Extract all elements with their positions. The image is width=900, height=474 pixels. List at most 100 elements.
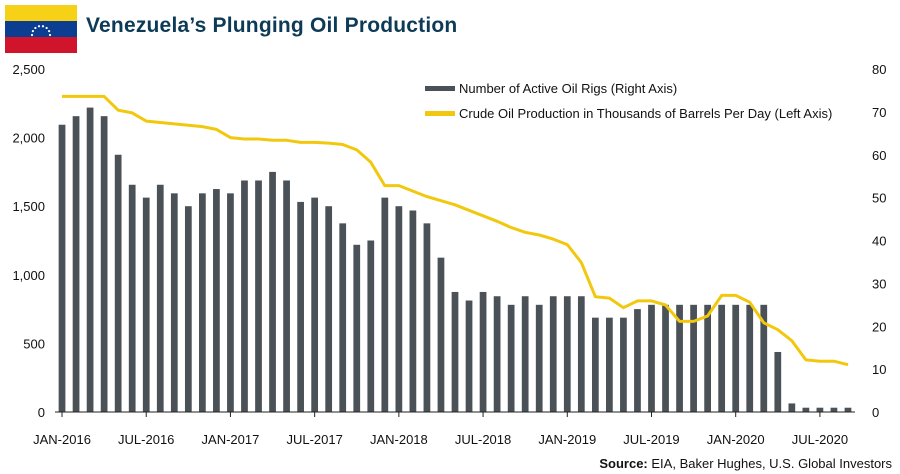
rig-bar	[535, 304, 543, 412]
rig-bar	[100, 116, 108, 412]
rig-bar	[199, 193, 206, 412]
rig-bar	[746, 304, 754, 412]
rig-bar	[760, 304, 768, 412]
rig-bar	[662, 304, 669, 412]
right-tick-label: 50	[872, 191, 886, 206]
rig-bar	[676, 304, 683, 412]
flag-star	[30, 33, 34, 37]
flag-stars-icon	[30, 25, 52, 37]
rig-bar	[816, 407, 824, 412]
right-tick-label: 40	[872, 234, 886, 249]
legend-swatch-rigs	[425, 86, 455, 91]
chart-title: Venezuela’s Plunging Oil Production	[86, 14, 458, 37]
x-tick-label: JAN-2019	[538, 432, 596, 447]
rig-bar	[241, 180, 248, 412]
rig-bar	[704, 304, 711, 412]
rig-bar	[844, 407, 852, 412]
left-tick-label: 1,000	[12, 268, 45, 283]
rig-bar	[493, 296, 501, 412]
source-note: Source: EIA, Baker Hughes, U.S. Global I…	[599, 456, 892, 471]
rig-bar	[311, 197, 319, 412]
flag-star	[31, 29, 34, 33]
right-tick-label: 80	[872, 62, 886, 77]
rig-bar	[465, 300, 473, 412]
flag-band-yellow	[5, 5, 77, 21]
rig-bar	[563, 296, 571, 412]
rig-bar	[213, 189, 220, 412]
rig-bar	[479, 291, 487, 412]
rig-bar	[521, 296, 529, 412]
left-axis: 0 500 1,000 1,500 2,000 2,500	[12, 62, 45, 420]
flag-star	[45, 26, 48, 30]
left-tick-label: 1,500	[12, 199, 45, 214]
x-tick-label: JUL-2017	[286, 432, 342, 447]
rig-bar	[451, 291, 459, 412]
rig-bar	[367, 240, 375, 412]
rig-bars	[58, 107, 852, 413]
left-tick-label: 2,000	[12, 131, 45, 146]
flag-star	[37, 25, 41, 28]
rig-bar	[269, 171, 276, 412]
x-tick-label: JUL-2020	[792, 432, 848, 447]
right-tick-label: 70	[872, 105, 886, 120]
rig-bar	[86, 107, 94, 413]
left-tick-label: 2,500	[12, 62, 45, 77]
rig-bar	[114, 154, 122, 412]
venezuela-flag	[5, 5, 77, 53]
production-line	[62, 94, 849, 367]
rig-bar	[606, 317, 613, 412]
rig-bar	[170, 193, 178, 412]
legend-label-production: Crude Oil Production in Thousands of Bar…	[459, 106, 832, 121]
x-tick-label: JAN-2018	[370, 432, 428, 447]
right-tick-label: 60	[872, 148, 886, 163]
x-tick-label: JAN-2017	[202, 432, 260, 447]
x-tick-label: JAN-2020	[707, 432, 765, 447]
legend-swatch-production	[425, 111, 455, 116]
rig-bar	[184, 206, 192, 412]
x-axis: JAN-2016 JUL-2016 JAN-2017 JUL-2017 JAN-2018…	[33, 412, 848, 447]
source-text: EIA, Baker Hughes, U.S. Global Investors	[651, 456, 892, 471]
flag-band-red	[5, 37, 77, 53]
rig-bar	[325, 206, 333, 412]
rig-bar	[634, 309, 641, 412]
x-tick-label: JAN-2016	[33, 432, 91, 447]
x-tick-label: JUL-2016	[118, 432, 174, 447]
source-label: Source:	[599, 456, 648, 471]
right-tick-label: 0	[872, 405, 879, 420]
rig-bar	[58, 124, 66, 413]
rig-bar	[788, 403, 796, 412]
rig-bar	[648, 304, 655, 412]
rig-bar	[395, 206, 403, 412]
rig-bar	[802, 407, 810, 412]
rig-bar	[732, 304, 740, 412]
rig-bar	[549, 296, 557, 412]
rig-bar	[423, 223, 431, 412]
rig-bar	[128, 184, 136, 412]
rig-bar	[690, 304, 697, 412]
legend-label-rigs: Number of Active Oil Rigs (Right Axis)	[459, 81, 677, 96]
flag-star	[48, 33, 52, 37]
rig-bar	[353, 244, 361, 412]
rig-bar	[830, 407, 838, 412]
rig-bar	[409, 210, 417, 412]
rig-bar	[255, 180, 262, 412]
flag-star	[41, 25, 45, 28]
rig-bar	[437, 257, 445, 412]
rig-bar	[283, 180, 290, 412]
rig-bar	[577, 296, 585, 412]
rig-bar	[774, 351, 782, 412]
right-tick-label: 10	[872, 362, 886, 377]
rig-bar	[620, 317, 627, 412]
rig-bar	[297, 201, 304, 412]
rig-bar	[72, 116, 80, 412]
x-tick-label: JUL-2019	[623, 432, 679, 447]
rig-bar	[507, 304, 515, 412]
right-axis: 0 10 20 30 40 50 60 70 80	[872, 62, 886, 420]
rig-bar	[227, 193, 234, 412]
rig-bar	[156, 184, 164, 412]
left-tick-label: 500	[23, 336, 45, 351]
flag-star	[34, 26, 37, 30]
rig-bar	[339, 223, 347, 412]
flag-band-blue	[5, 21, 77, 37]
